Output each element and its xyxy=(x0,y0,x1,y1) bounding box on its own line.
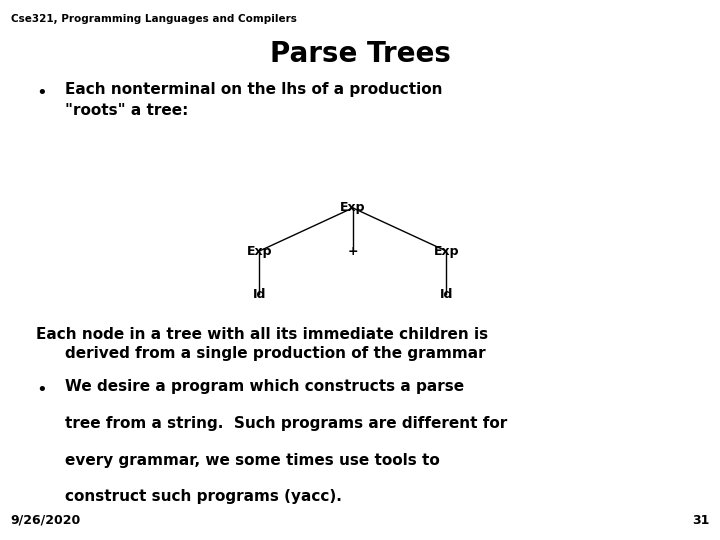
Text: construct such programs (yacc).: construct such programs (yacc). xyxy=(65,489,342,504)
Text: derived from a single production of the grammar: derived from a single production of the … xyxy=(65,346,485,361)
Text: Exp: Exp xyxy=(340,201,366,214)
Text: Parse Trees: Parse Trees xyxy=(269,40,451,69)
Text: 9/26/2020: 9/26/2020 xyxy=(11,514,81,526)
Text: 31: 31 xyxy=(692,514,709,526)
Text: Id: Id xyxy=(440,288,453,301)
Text: tree from a string.  Such programs are different for: tree from a string. Such programs are di… xyxy=(65,416,507,431)
Text: Each nonterminal on the lhs of a production: Each nonterminal on the lhs of a product… xyxy=(65,82,442,97)
Text: +: + xyxy=(348,245,358,258)
Text: Exp: Exp xyxy=(246,245,272,258)
Text: We desire a program which constructs a parse: We desire a program which constructs a p… xyxy=(65,379,464,394)
Text: Exp: Exp xyxy=(433,245,459,258)
Text: Cse321, Programming Languages and Compilers: Cse321, Programming Languages and Compil… xyxy=(11,14,297,24)
Text: every grammar, we some times use tools to: every grammar, we some times use tools t… xyxy=(65,453,439,468)
Text: •: • xyxy=(36,381,47,399)
Text: •: • xyxy=(36,84,47,102)
Text: Each node in a tree with all its immediate children is: Each node in a tree with all its immedia… xyxy=(36,327,488,342)
Text: "roots" a tree:: "roots" a tree: xyxy=(65,103,188,118)
Text: Id: Id xyxy=(253,288,266,301)
